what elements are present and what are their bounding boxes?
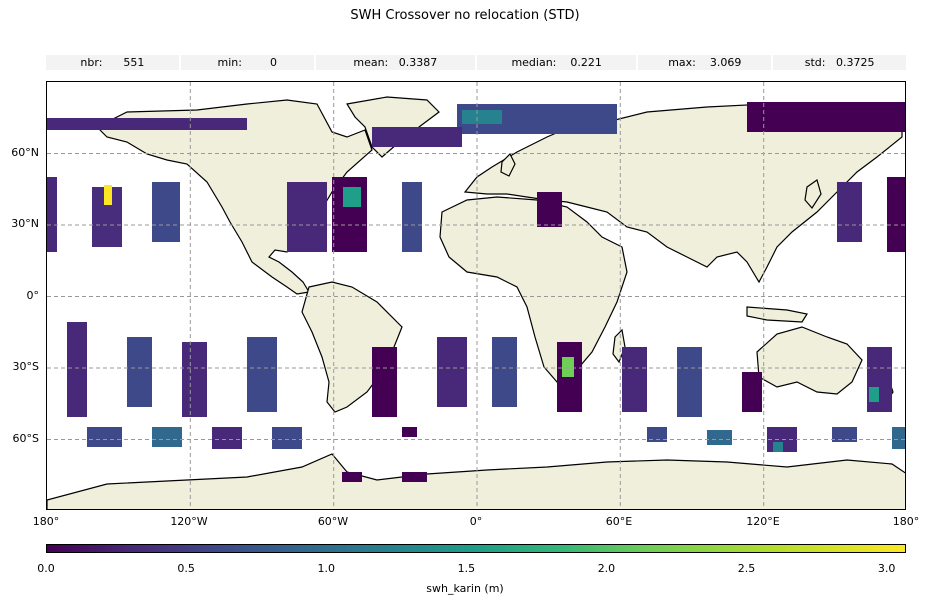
data-cell (372, 347, 397, 417)
land-north-america (95, 99, 373, 295)
chart-title: SWH Crossover no relocation (STD) (350, 8, 580, 23)
stat-min-label: min: (217, 56, 242, 69)
stat-median-value: 0.221 (570, 56, 602, 69)
stat-mean: mean: 0.3387 (315, 55, 475, 70)
land-australia (756, 326, 863, 395)
data-cell (272, 427, 302, 449)
stat-std-value: 0.3725 (835, 56, 875, 69)
colorbar-tick: 0.5 (177, 562, 195, 575)
data-cell (437, 337, 467, 407)
data-cell (104, 185, 112, 205)
data-cell (537, 192, 562, 227)
data-cell (402, 472, 427, 482)
data-cell (67, 322, 87, 417)
lat-label-60n: 60°N (11, 146, 39, 159)
swh-data-cells (47, 102, 905, 482)
land-indonesia (746, 306, 808, 323)
lon-label-180e: 180° (892, 515, 920, 528)
data-cell (562, 357, 574, 377)
data-cell (707, 430, 732, 445)
data-cell (647, 427, 667, 442)
data-cell (742, 372, 762, 412)
land-japan (804, 179, 822, 209)
lon-label-180w: 180° (32, 515, 60, 528)
stat-mean-label: mean: (353, 56, 389, 69)
colorbar-tick: 2.0 (597, 562, 616, 575)
data-cell (462, 110, 502, 124)
land-britain (500, 152, 516, 177)
data-cell (212, 427, 242, 449)
data-cell (869, 387, 879, 402)
lat-label-60s: 60°S (12, 432, 39, 445)
data-cell (343, 187, 361, 207)
data-cell (867, 347, 892, 412)
stat-std-label: std: (804, 56, 826, 69)
stat-min-value: 0 (269, 56, 277, 69)
data-cell (402, 182, 422, 252)
data-cell (832, 427, 857, 442)
lat-label-30s: 30°S (12, 360, 39, 373)
data-cell (677, 347, 702, 417)
data-cell (247, 337, 277, 412)
data-cell (402, 427, 417, 437)
data-cell (87, 427, 122, 447)
data-cell (622, 347, 647, 412)
colorbar-tick: 1.0 (317, 562, 335, 575)
data-cell (47, 118, 247, 130)
data-cell (887, 177, 905, 252)
colorbar-tick: 3.0 (877, 562, 896, 575)
lat-label-30n: 30°N (11, 217, 39, 230)
colorbar-tick: 0.0 (37, 562, 55, 575)
data-cell (152, 182, 180, 242)
stats-bar: nbr: 551 min: 0 mean: 0.3387 median: 0.2… (46, 55, 906, 70)
stat-median: median: 0.221 (477, 55, 637, 70)
land-antarctica (47, 453, 905, 509)
lon-label-0: 0° (469, 515, 483, 528)
data-cell (342, 472, 362, 482)
stat-median-label: median: (511, 56, 557, 69)
stat-max-label: max: (668, 56, 696, 69)
data-cell (182, 342, 207, 417)
gridlines (47, 82, 905, 509)
data-cell (152, 427, 182, 447)
lon-label-120e: 120°E (746, 515, 780, 528)
land-masses (47, 96, 905, 509)
data-cell (372, 127, 462, 147)
stat-mean-value: 0.3387 (398, 56, 438, 69)
stat-nbr-label: nbr: (80, 56, 103, 69)
stat-nbr-value: 551 (123, 56, 145, 69)
data-cell (892, 427, 905, 449)
stat-nbr: nbr: 551 (46, 55, 179, 70)
colorbar-label: swh_karin (m) (426, 582, 504, 595)
data-cell (127, 337, 152, 407)
lon-label-120w: 120°W (170, 515, 208, 528)
data-cell (287, 182, 327, 252)
data-cell (747, 102, 905, 132)
colorbar-tick: 1.5 (457, 562, 476, 575)
colorbar (46, 544, 906, 553)
data-cell (773, 442, 783, 452)
data-cell (492, 337, 517, 407)
stat-max: max: 3.069 (638, 55, 772, 70)
land-south-america (301, 281, 403, 413)
lon-label-60e: 60°E (605, 515, 633, 528)
world-map-svg (47, 82, 905, 509)
lat-label-equator: 0° (26, 289, 40, 302)
lon-label-60w: 60°W (317, 515, 349, 528)
colorbar-tick: 2.5 (737, 562, 756, 575)
map-plot (46, 81, 906, 510)
stat-min: min: 0 (180, 55, 314, 70)
data-cell (837, 182, 862, 242)
stat-std: std: 0.3725 (773, 55, 906, 70)
data-cell (47, 177, 57, 252)
stat-max-value: 3.069 (709, 56, 742, 69)
